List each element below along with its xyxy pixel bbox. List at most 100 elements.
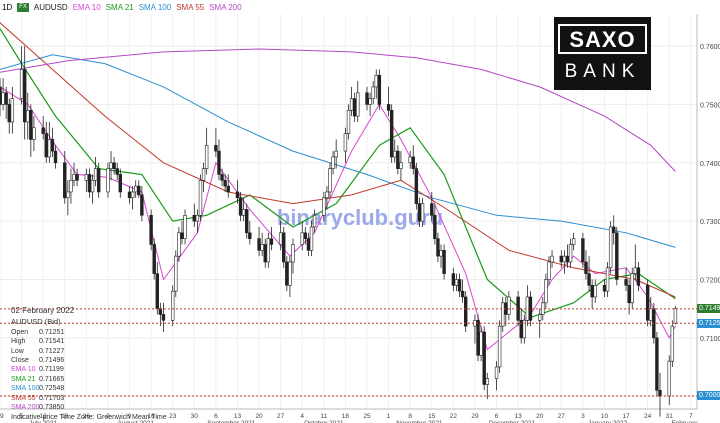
candle[interactable] bbox=[303, 232, 308, 239]
candle[interactable] bbox=[436, 238, 440, 257]
candle[interactable] bbox=[106, 168, 110, 193]
candle[interactable] bbox=[257, 238, 261, 251]
candle[interactable] bbox=[349, 98, 354, 111]
candle[interactable] bbox=[118, 174, 122, 193]
candle[interactable] bbox=[66, 191, 70, 199]
candle[interactable] bbox=[32, 127, 36, 140]
candle[interactable] bbox=[479, 331, 483, 356]
candle[interactable] bbox=[300, 232, 304, 245]
candle[interactable] bbox=[263, 244, 267, 263]
candle[interactable] bbox=[568, 244, 573, 263]
candle[interactable] bbox=[608, 226, 613, 269]
candle[interactable] bbox=[26, 109, 30, 123]
candle[interactable] bbox=[90, 179, 95, 193]
candle[interactable] bbox=[636, 267, 641, 286]
candle[interactable] bbox=[442, 249, 446, 274]
candle[interactable] bbox=[87, 174, 92, 193]
candle[interactable] bbox=[602, 285, 607, 292]
candle[interactable] bbox=[198, 179, 203, 216]
candle[interactable] bbox=[7, 104, 11, 123]
candle[interactable] bbox=[72, 174, 76, 181]
candle[interactable] bbox=[565, 255, 570, 263]
candle[interactable] bbox=[195, 214, 200, 222]
candle[interactable] bbox=[417, 203, 422, 222]
candle[interactable] bbox=[235, 191, 240, 199]
candle[interactable] bbox=[220, 174, 224, 181]
candle[interactable] bbox=[655, 337, 659, 391]
candle[interactable] bbox=[0, 86, 2, 105]
candle[interactable] bbox=[4, 92, 8, 105]
candle[interactable] bbox=[180, 232, 184, 239]
candle[interactable] bbox=[649, 308, 653, 321]
candle[interactable] bbox=[278, 232, 283, 245]
candle[interactable] bbox=[386, 104, 391, 111]
candle[interactable] bbox=[559, 255, 564, 263]
candle[interactable] bbox=[140, 194, 144, 216]
candle[interactable] bbox=[53, 150, 58, 164]
candle[interactable] bbox=[538, 314, 542, 321]
candle[interactable] bbox=[460, 290, 465, 298]
candle[interactable] bbox=[615, 232, 619, 280]
candle[interactable] bbox=[47, 139, 52, 158]
candle[interactable] bbox=[522, 320, 526, 339]
candle[interactable] bbox=[365, 92, 369, 105]
candle[interactable] bbox=[399, 162, 403, 169]
candle[interactable] bbox=[248, 232, 252, 239]
candle[interactable] bbox=[96, 168, 101, 193]
candle[interactable] bbox=[439, 249, 443, 257]
candle[interactable] bbox=[312, 214, 317, 228]
candle[interactable] bbox=[133, 185, 138, 193]
candle[interactable] bbox=[605, 267, 610, 292]
candle[interactable] bbox=[149, 214, 153, 245]
candle[interactable] bbox=[161, 314, 166, 321]
candle[interactable] bbox=[485, 378, 489, 385]
candle[interactable] bbox=[266, 238, 271, 263]
candle[interactable] bbox=[371, 86, 375, 99]
candle[interactable] bbox=[130, 191, 135, 199]
candle[interactable] bbox=[75, 174, 79, 181]
candle[interactable] bbox=[356, 92, 360, 117]
candle[interactable] bbox=[50, 139, 55, 152]
candle[interactable] bbox=[201, 168, 206, 181]
candle[interactable] bbox=[322, 197, 326, 216]
candle[interactable] bbox=[41, 127, 45, 134]
candle[interactable] bbox=[325, 191, 329, 199]
candle[interactable] bbox=[457, 279, 462, 292]
candle[interactable] bbox=[334, 150, 338, 158]
candle[interactable] bbox=[29, 109, 33, 140]
candle[interactable] bbox=[667, 360, 671, 397]
indicator-sma55-label[interactable]: SMA 55 bbox=[176, 2, 205, 12]
candle[interactable] bbox=[645, 285, 650, 321]
candle[interactable] bbox=[633, 267, 638, 274]
candle[interactable] bbox=[44, 133, 48, 158]
candle[interactable] bbox=[433, 214, 437, 239]
candle[interactable] bbox=[1, 92, 5, 105]
candle[interactable] bbox=[476, 320, 480, 356]
candle[interactable] bbox=[670, 325, 675, 362]
candle[interactable] bbox=[288, 261, 292, 286]
candle[interactable] bbox=[19, 69, 24, 99]
symbol-label[interactable]: AUDUSD bbox=[33, 2, 68, 12]
candle[interactable] bbox=[155, 273, 159, 309]
candle[interactable] bbox=[507, 296, 511, 315]
candle[interactable] bbox=[115, 168, 119, 175]
interval-label[interactable]: 1D bbox=[2, 2, 13, 12]
candle[interactable] bbox=[174, 255, 178, 292]
candle[interactable] bbox=[408, 156, 412, 164]
candle[interactable] bbox=[346, 109, 351, 134]
candle[interactable] bbox=[590, 285, 594, 298]
candle[interactable] bbox=[673, 308, 678, 324]
candle[interactable] bbox=[331, 156, 335, 169]
indicator-sma21-label[interactable]: SMA 21 bbox=[105, 2, 134, 12]
candle[interactable] bbox=[430, 203, 434, 216]
candle[interactable] bbox=[22, 69, 27, 123]
candle[interactable] bbox=[494, 366, 499, 379]
candle[interactable] bbox=[285, 261, 289, 286]
candle[interactable] bbox=[389, 109, 394, 158]
candle[interactable] bbox=[581, 238, 585, 263]
candle[interactable] bbox=[241, 209, 246, 216]
candle[interactable] bbox=[624, 279, 628, 286]
candle[interactable] bbox=[482, 331, 486, 385]
candle[interactable] bbox=[223, 179, 227, 187]
candle[interactable] bbox=[420, 203, 425, 222]
